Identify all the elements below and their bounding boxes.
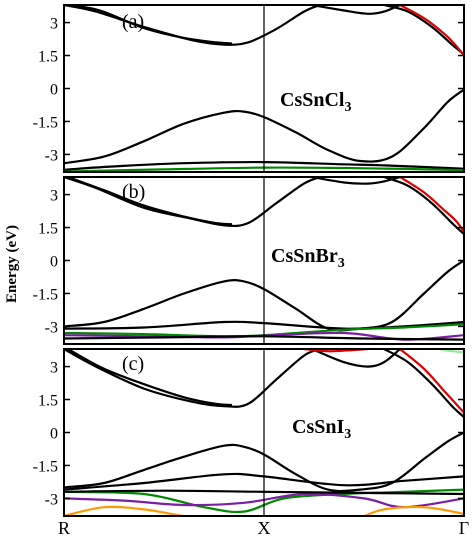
band-line-4 — [383, 177, 464, 235]
band-line-4 — [383, 349, 464, 418]
y-tick-label: -3 — [45, 319, 58, 336]
x-tick-label: X — [258, 518, 271, 538]
band-line-1 — [64, 177, 321, 228]
panel-label: (b) — [122, 181, 145, 203]
y-tick-label: 3 — [50, 16, 58, 33]
band-line-1 — [64, 5, 321, 46]
panel-3: 3 1.5 0 -1.5 -3 (c) CsSnI3 — [33, 348, 465, 517]
y-tick-label: 1.5 — [38, 49, 58, 66]
band-line-2 — [67, 177, 233, 226]
panels-group: 3 1.5 0 -1.5 -3 (a) CsSnCl3 3 1.5 0 -1.5 -3 (b) CsSnB… — [33, 4, 465, 517]
band-line-3 — [311, 5, 401, 15]
band-line-2 — [67, 5, 233, 45]
panel-1: 3 1.5 0 -1.5 -3 (a) CsSnCl3 — [33, 4, 465, 173]
y-tick-label: 0 — [50, 82, 58, 99]
band-line-5 — [399, 177, 464, 233]
y-tick-label: -1.5 — [33, 458, 58, 475]
compound-label: CsSnCl3 — [280, 89, 351, 115]
y-tick-label: 1.5 — [38, 221, 58, 238]
y-tick-label: 3 — [50, 360, 58, 377]
compound-label: CsSnI3 — [292, 416, 351, 442]
band-line-8 — [64, 166, 464, 172]
y-tick-label: 0 — [50, 254, 58, 271]
band-line-10 — [64, 488, 464, 514]
band-line-13 — [362, 505, 464, 516]
band-line-2 — [67, 349, 233, 407]
band-line-8 — [64, 431, 464, 493]
compound-label: CsSnBr3 — [271, 245, 345, 271]
band-line-12 — [64, 505, 196, 516]
y-tick-label: -1.5 — [33, 286, 58, 303]
y-tick-label: 0 — [50, 426, 58, 443]
band-line-3 — [311, 177, 401, 185]
panel-label: (a) — [122, 11, 144, 33]
y-tick-label: -1.5 — [33, 114, 58, 131]
bands — [64, 349, 464, 516]
band-line-6 — [64, 88, 464, 165]
y-tick-label: -3 — [45, 147, 58, 164]
y-tick-label: 3 — [50, 188, 58, 205]
band-line-1 — [64, 349, 321, 408]
y-tick-label: 1.5 — [38, 393, 58, 410]
y-tick-label: -3 — [45, 491, 58, 508]
band-line-5 — [399, 349, 464, 414]
band-line-4 — [383, 5, 464, 56]
band-line-3 — [311, 349, 401, 368]
band-line-6 — [64, 259, 464, 332]
panel-2: 3 1.5 0 -1.5 -3 (b) CsSnBr3 — [33, 176, 465, 345]
panel-label: (c) — [122, 353, 144, 375]
x-tick-label: Γ — [459, 518, 469, 538]
band-line-5 — [399, 5, 464, 57]
y-axis-label: Energy (eV) — [4, 225, 20, 303]
x-tick-label: R — [58, 518, 70, 538]
